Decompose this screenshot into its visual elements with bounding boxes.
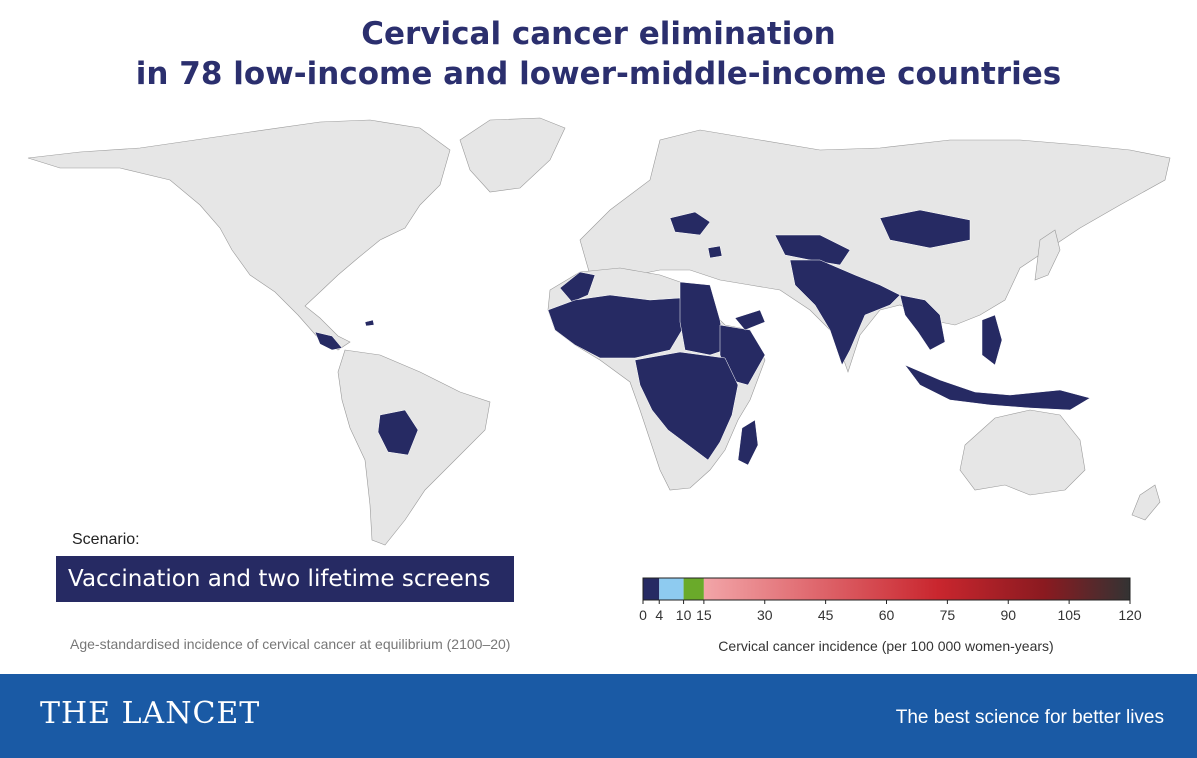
world-map <box>27 117 1171 546</box>
region-myanmar-indochina <box>899 294 946 351</box>
legend-gradient <box>703 578 1130 600</box>
legend-tick-label: 4 <box>655 607 663 623</box>
land-new-zealand <box>1131 484 1161 521</box>
region-syria <box>707 245 723 259</box>
region-egypt-sudan <box>679 281 726 356</box>
legend-color-bar <box>642 577 1131 601</box>
region-central-america <box>314 331 343 351</box>
footer: THE LANCET The best science for better l… <box>0 674 1197 758</box>
journal-logo: THE LANCET <box>40 696 261 731</box>
legend-tick-label: 75 <box>940 607 956 623</box>
region-morocco <box>559 271 596 303</box>
region-central-east-africa <box>634 351 739 461</box>
legend-tick-label: 105 <box>1057 607 1081 623</box>
highlighted-countries <box>314 209 1091 466</box>
color-legend: 0 4 10 15 30 45 60 75 90 105 120 Cervical cancer i… <box>639 577 1142 654</box>
legend-tick-label: 30 <box>757 607 773 623</box>
legend-tick-label: 120 <box>1118 607 1142 623</box>
legend-bin-10-15 <box>683 578 704 600</box>
legend-bin-0-4 <box>643 578 660 600</box>
region-horn-of-africa <box>719 324 766 386</box>
region-indonesia <box>904 364 1091 411</box>
legend-tick-label: 90 <box>1000 607 1016 623</box>
land-japan <box>1034 229 1061 281</box>
land-north-america <box>27 119 451 351</box>
region-bolivia <box>377 409 419 456</box>
chart-title: Cervical cancer elimination in 78 low-in… <box>0 14 1197 94</box>
legend-tick-label: 10 <box>676 607 692 623</box>
title-line-1: Cervical cancer elimination <box>361 16 836 52</box>
region-central-asia <box>774 234 851 266</box>
region-pakistan-india <box>789 259 901 366</box>
land-australia <box>959 409 1086 496</box>
footer-tagline: The best science for better lives <box>895 707 1164 728</box>
land-greenland <box>459 117 566 193</box>
legend-bin-4-10 <box>659 578 684 600</box>
legend-title: Cervical cancer incidence (per 100 000 w… <box>718 638 1053 654</box>
legend-tick-label: 15 <box>696 607 712 623</box>
map-caption: Age-standardised incidence of cervical c… <box>70 636 511 652</box>
region-mongolia <box>879 209 971 249</box>
legend-tick-label: 0 <box>639 607 647 623</box>
legend-tick-label: 45 <box>818 607 834 623</box>
legend-ticks: 0 4 10 15 30 45 60 75 90 105 120 <box>639 600 1142 623</box>
land-eurasia <box>579 129 1171 373</box>
legend-tick-label: 60 <box>879 607 895 623</box>
land-south-america <box>337 349 491 546</box>
region-west-africa-sahel <box>547 294 686 359</box>
scenario-label: Scenario: <box>72 531 140 548</box>
scenario-value: Vaccination and two lifetime screens <box>56 556 514 602</box>
title-line-2: in 78 low-income and lower-middle-income… <box>135 56 1062 92</box>
region-yemen <box>734 309 766 331</box>
region-philippines <box>981 314 1003 366</box>
region-madagascar <box>737 419 759 466</box>
region-ukraine <box>669 211 711 236</box>
region-haiti <box>364 319 375 327</box>
